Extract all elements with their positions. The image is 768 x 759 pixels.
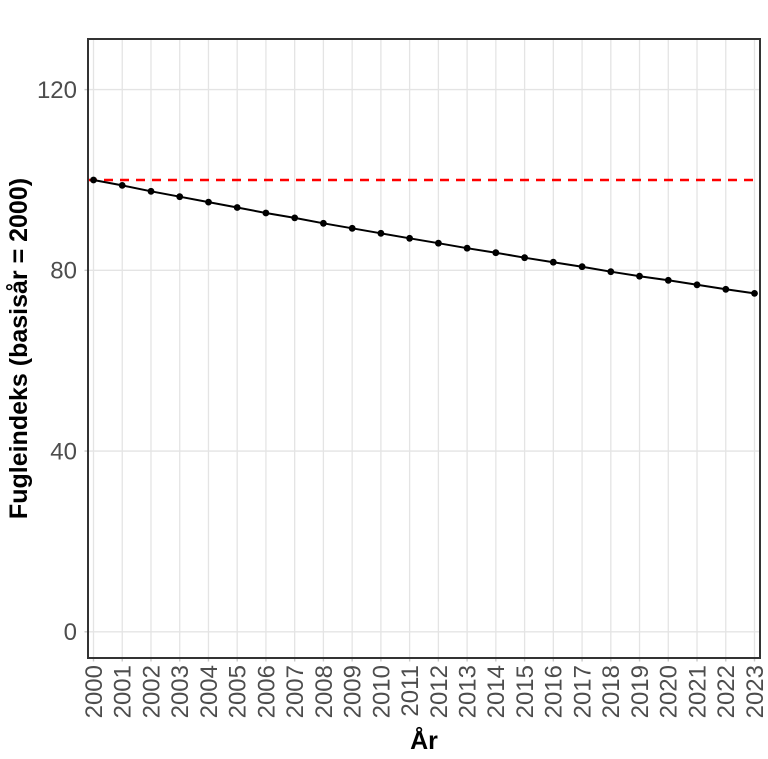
x-tick-label: 2008 bbox=[311, 665, 338, 718]
data-point bbox=[262, 209, 270, 217]
x-tick-label: 2017 bbox=[570, 665, 597, 718]
data-point bbox=[492, 249, 500, 257]
x-tick-label: 2001 bbox=[110, 665, 137, 718]
x-tick-label: 2021 bbox=[684, 665, 711, 718]
data-point bbox=[722, 285, 730, 293]
x-tick-label: 2003 bbox=[167, 665, 194, 718]
x-tick-label: 2010 bbox=[368, 665, 395, 718]
data-point bbox=[435, 239, 442, 247]
data-point bbox=[693, 281, 701, 289]
data-point bbox=[348, 224, 356, 232]
x-tick-label: 2014 bbox=[483, 665, 510, 718]
data-point bbox=[406, 234, 413, 242]
data-point bbox=[291, 214, 299, 222]
data-point bbox=[463, 244, 471, 252]
data-point bbox=[147, 187, 155, 195]
data-point bbox=[607, 268, 615, 276]
data-point bbox=[578, 263, 586, 271]
y-tick-labels: 0 40 80 120 bbox=[37, 77, 77, 646]
x-tick-label: 2019 bbox=[627, 665, 654, 718]
x-tick-label: 2002 bbox=[138, 665, 165, 718]
y-axis-title: Fugleindeks (basisår = 2000) bbox=[5, 178, 33, 519]
data-point bbox=[90, 176, 97, 184]
x-tick-label: 2009 bbox=[340, 665, 367, 718]
x-tick-label: 2007 bbox=[282, 665, 309, 718]
data-point bbox=[205, 198, 212, 206]
x-tick-label: 2012 bbox=[426, 665, 453, 718]
gridlines bbox=[88, 39, 760, 658]
data-point bbox=[320, 219, 327, 227]
x-tick-label: 2022 bbox=[713, 665, 740, 718]
data-point bbox=[521, 254, 528, 262]
data-point bbox=[549, 258, 557, 266]
data-series-layer bbox=[90, 176, 758, 297]
x-tick-label: 2004 bbox=[196, 665, 223, 718]
panel-border bbox=[87, 38, 761, 659]
data-point bbox=[233, 204, 241, 211]
data-point bbox=[751, 290, 758, 297]
data-point bbox=[636, 272, 643, 280]
x-tick-label: 2023 bbox=[742, 665, 768, 718]
x-tick-labels: 2000 2001 2002 2003 2004 2005 2006 2007 2008 2009… bbox=[81, 665, 768, 718]
x-tick-label: 2020 bbox=[656, 665, 683, 718]
plot-panel bbox=[88, 39, 760, 658]
x-tick-label: 2015 bbox=[512, 665, 539, 718]
x-tick-label: 2013 bbox=[455, 665, 482, 718]
y-tick-label: 40 bbox=[50, 438, 77, 465]
y-tick-label: 80 bbox=[50, 258, 77, 285]
y-tick-label: 120 bbox=[37, 77, 77, 104]
data-point bbox=[664, 276, 672, 284]
data-point bbox=[377, 229, 385, 237]
x-tick-label: 2000 bbox=[81, 665, 108, 718]
x-tick-label: 2018 bbox=[598, 665, 625, 718]
x-tick-label: 2011 bbox=[397, 665, 424, 717]
x-tick-label: 2006 bbox=[253, 665, 280, 718]
y-tick-label: 0 bbox=[64, 619, 77, 646]
x-tick-label: 2005 bbox=[225, 665, 252, 718]
data-line bbox=[93, 179, 755, 295]
data-point bbox=[176, 193, 184, 201]
x-tick-label: 2016 bbox=[541, 665, 568, 718]
x-axis-title: År bbox=[410, 726, 438, 755]
data-point bbox=[118, 182, 126, 189]
